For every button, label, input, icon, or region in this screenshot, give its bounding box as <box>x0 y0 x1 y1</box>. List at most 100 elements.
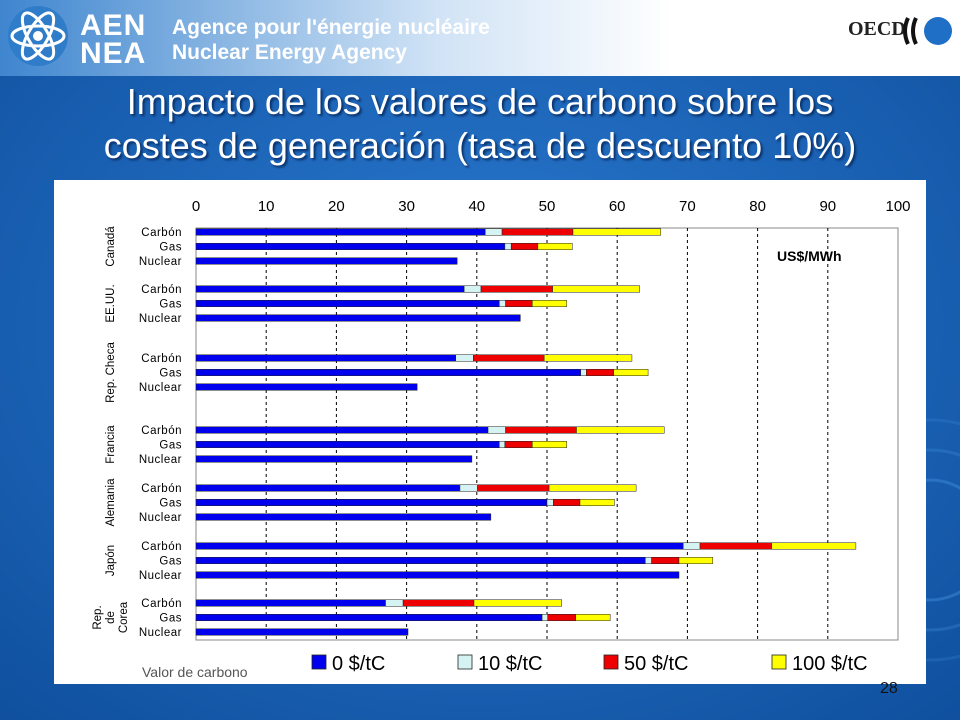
bar-segment <box>477 484 550 492</box>
row-label: Carbón <box>141 284 182 296</box>
legend-label: 0 $/tC <box>332 653 385 675</box>
legend-label: 10 $/tC <box>478 653 542 675</box>
row-label: Nuclear <box>139 512 182 524</box>
agency-name-fr: Agence pour l'énergie nucléaire <box>172 16 490 39</box>
chart: 0 10 20 30 40 50 60 70 80 90 100 Carbón Gas Nuclear Ca… <box>92 198 911 680</box>
x-tick-label: 80 <box>749 198 766 215</box>
bar-segment <box>473 599 562 607</box>
bar-segment <box>552 285 640 293</box>
bar-segment <box>553 499 581 506</box>
oecd-logo-icon <box>903 17 952 45</box>
bar-segment <box>510 243 539 250</box>
bar-segment <box>678 557 713 564</box>
bar-segment <box>195 484 461 492</box>
row-label: Nuclear <box>139 382 182 394</box>
group-label: Rep. <box>92 605 104 629</box>
slide-title-line2: costes de generación (tasa de descuento … <box>103 125 857 166</box>
legend-swatch <box>457 654 473 670</box>
legend-swatch <box>603 654 619 670</box>
bar-segment <box>645 557 652 564</box>
bar-segment <box>699 542 772 550</box>
bar-segment <box>195 441 500 448</box>
legend-swatch <box>771 654 787 670</box>
oecd-logo-text: OECD <box>848 18 906 40</box>
x-tick-label: 70 <box>679 198 696 215</box>
bar-segment <box>499 441 506 448</box>
bar-segment <box>575 614 611 621</box>
nea-logo-icon <box>8 6 68 66</box>
x-tick-label: 40 <box>468 198 485 215</box>
bar-segment <box>195 499 548 506</box>
legend-swatch <box>311 654 327 670</box>
bar-segment <box>499 300 506 307</box>
group-label: de <box>105 611 117 624</box>
bar-segment <box>195 257 458 265</box>
bar-segment <box>459 484 478 492</box>
x-tick-label: 0 <box>192 198 200 215</box>
bar-segment <box>195 314 521 322</box>
bar-segment <box>546 499 554 506</box>
slide-title: Impacto de los valores de carbono sobre … <box>0 80 960 168</box>
bar-segment <box>651 557 680 564</box>
bar-segment <box>195 285 465 293</box>
row-label: Carbón <box>141 425 182 437</box>
row-label: Carbón <box>141 483 182 495</box>
bar-segment <box>505 300 533 307</box>
row-label: Gas <box>159 440 182 452</box>
bar-segment <box>195 614 543 621</box>
row-label: Carbón <box>141 227 182 239</box>
header-band <box>0 0 960 76</box>
row-label: Carbón <box>141 353 182 365</box>
brand-logo-text: AEN NEA <box>80 11 146 69</box>
bar-segment <box>586 369 614 376</box>
group-label: Alemania <box>105 478 117 527</box>
bar-segment <box>195 228 486 236</box>
row-label: Gas <box>159 613 182 625</box>
row-label: Nuclear <box>139 454 182 466</box>
bar-segment <box>195 557 646 564</box>
bar-segment <box>771 542 857 550</box>
bar-segment <box>484 228 503 236</box>
bar-segment <box>195 383 418 391</box>
x-tick-label: 50 <box>539 198 556 215</box>
legend-title: Valor de carbono <box>142 664 248 680</box>
bar-segment <box>195 426 489 434</box>
bar-segment <box>532 441 567 448</box>
bar-segment <box>501 228 574 236</box>
row-label: Nuclear <box>139 570 182 582</box>
agency-name-en: Nuclear Energy Agency <box>172 41 407 64</box>
x-tick-label: 20 <box>328 198 345 215</box>
row-label: Nuclear <box>139 313 182 325</box>
bar-segment <box>537 243 573 250</box>
chart-panel: 0 10 20 30 40 50 60 70 80 90 100 Carbón Gas Nuclear Ca… <box>54 180 926 684</box>
bar-segment <box>195 513 492 521</box>
page-number: 28 <box>880 680 898 697</box>
bar-segment <box>576 426 665 434</box>
bar-segment <box>572 228 661 236</box>
row-label: Gas <box>159 556 182 568</box>
unit-label: US$/MWh <box>777 248 842 264</box>
bar-segment <box>541 614 548 621</box>
bar-segment <box>195 542 684 550</box>
bar-segment <box>504 243 512 250</box>
bar-segment <box>548 484 637 492</box>
x-tick-label: 90 <box>819 198 836 215</box>
group-label: EE.UU. <box>105 284 117 322</box>
bar-segment <box>473 354 545 362</box>
bar-segment <box>543 354 633 362</box>
group-label: Rep. Checa <box>105 342 117 403</box>
row-label: Gas <box>159 242 182 254</box>
agency-name: Agence pour l'énergie nucléaire Nuclear … <box>172 15 490 65</box>
x-tick-label: 30 <box>398 198 415 215</box>
row-label: Nuclear <box>139 627 182 639</box>
bar-segment <box>682 542 701 550</box>
bar-segment <box>532 300 567 307</box>
bar-segment <box>195 354 456 362</box>
x-tick-label: 60 <box>609 198 626 215</box>
legend-label: 100 $/tC <box>792 653 868 675</box>
bar-segment <box>580 369 587 376</box>
bar-segment <box>195 300 500 307</box>
bar-segment <box>463 285 482 293</box>
group-label: Corea <box>118 601 130 633</box>
bar-segment <box>385 599 404 607</box>
